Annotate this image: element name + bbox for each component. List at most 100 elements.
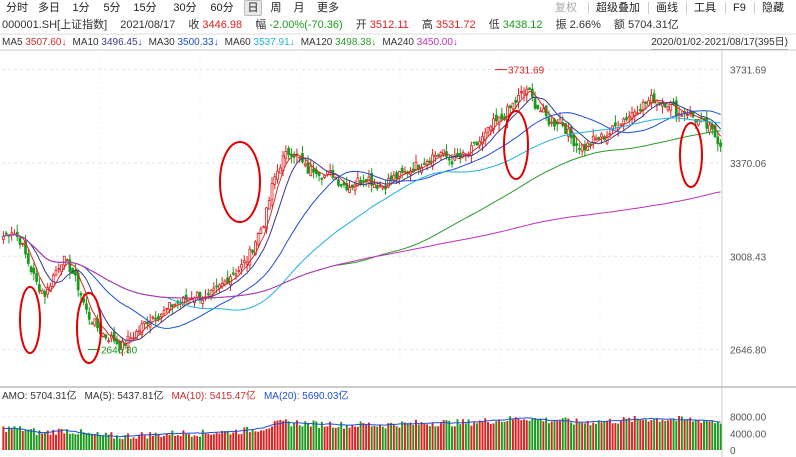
- volume-bar: [121, 439, 124, 450]
- annotation-ellipse-3: [503, 110, 529, 180]
- annotation-ellipse-0: [19, 286, 41, 354]
- toolbar-button-5[interactable]: 隐藏: [762, 2, 784, 14]
- volume-bar: [547, 423, 550, 450]
- period-tab-10[interactable]: 更多: [317, 2, 339, 14]
- volume-bar: [689, 417, 692, 450]
- volume-bar: [550, 421, 553, 450]
- volume-bar: [232, 432, 235, 450]
- toolbar-button-1[interactable]: 超级叠加: [596, 2, 640, 14]
- ma10-line: [3, 96, 721, 342]
- candle-body: [18, 237, 22, 245]
- volume-bar: [96, 432, 99, 450]
- volume-bar: [237, 434, 240, 450]
- volume-bar: [686, 419, 689, 450]
- volume-bar: [273, 421, 276, 450]
- volume-bar: [135, 438, 138, 450]
- volume-bar: [154, 432, 157, 450]
- candle-body: [245, 261, 249, 265]
- high-label: 高: [421, 19, 433, 31]
- toolbar-separator: [725, 2, 726, 14]
- volume-bar: [282, 420, 285, 450]
- candle-body: [137, 330, 141, 333]
- toolbar-button-2[interactable]: 画线: [656, 2, 678, 14]
- candle-body: [456, 152, 459, 157]
- volume-bar: [354, 426, 357, 450]
- vol-ma-line: [3, 417, 721, 438]
- volume-bar: [251, 429, 254, 450]
- ma240-line: [3, 191, 721, 299]
- volume-bar: [473, 422, 476, 450]
- volume-bar: [229, 434, 232, 450]
- candle-body: [533, 98, 537, 109]
- volume-bar: [301, 426, 304, 450]
- toolbar-button-3[interactable]: 工具: [694, 2, 716, 14]
- volume-bar: [27, 429, 30, 450]
- volume-bar: [578, 422, 581, 450]
- period-tab-2[interactable]: 1分: [72, 2, 90, 14]
- toolbar-button-4[interactable]: F9: [733, 2, 746, 14]
- volume-bar: [475, 423, 478, 450]
- volume-bar: [218, 433, 221, 450]
- ma-value-3: 3537.91↓: [253, 37, 295, 48]
- period-tab-9[interactable]: 月: [293, 2, 305, 14]
- candle-body: [254, 241, 257, 255]
- candle-body: [475, 142, 479, 146]
- period-tab-0[interactable]: 分时: [6, 2, 28, 14]
- period-tab-1[interactable]: 多日: [38, 2, 60, 14]
- candle-body: [472, 141, 476, 144]
- volume-bar: [373, 425, 376, 450]
- volume-bar: [351, 425, 354, 450]
- volume-bar: [248, 432, 251, 450]
- volume-bar: [176, 435, 179, 450]
- volume-bar: [21, 431, 24, 450]
- volume-bar: [705, 420, 708, 450]
- volume-bar: [246, 426, 249, 450]
- volume-bar: [691, 421, 694, 450]
- candle-body: [666, 106, 670, 111]
- volume-bar: [201, 429, 204, 450]
- volume-bar: [622, 417, 625, 450]
- period-tab-4[interactable]: 15分: [133, 2, 157, 14]
- candle-body: [591, 135, 595, 144]
- volume-bar: [390, 422, 393, 450]
- candle-body: [478, 141, 482, 146]
- candle-body: [470, 145, 473, 156]
- period-tab-8[interactable]: 周: [270, 2, 282, 14]
- candle-body: [206, 293, 210, 296]
- period-tab-3[interactable]: 5分: [103, 2, 121, 14]
- candle-body: [259, 228, 263, 234]
- candle-body: [638, 109, 642, 112]
- volume-bar: [115, 435, 118, 450]
- volume-bar: [38, 430, 41, 450]
- volume-bar: [514, 417, 517, 450]
- volume-bar: [140, 432, 143, 450]
- vol-value-1: 5437.81亿: [117, 391, 164, 402]
- volume-bar: [157, 433, 160, 450]
- candle-body: [492, 118, 495, 131]
- period-tab-6[interactable]: 60分: [210, 2, 234, 14]
- volume-bar: [345, 424, 348, 450]
- candle-body: [633, 111, 637, 116]
- toolbar-button-0[interactable]: 复权: [555, 2, 577, 14]
- period-tab-5[interactable]: 30分: [173, 2, 197, 14]
- volume-bar: [60, 428, 63, 450]
- candle-body: [240, 264, 243, 269]
- candle-body: [242, 260, 246, 264]
- candle-body: [373, 184, 376, 189]
- candle-body: [184, 294, 188, 300]
- candle-body: [154, 317, 158, 320]
- candle-body: [517, 95, 520, 103]
- volume-bar: [694, 419, 697, 450]
- candle-body: [525, 88, 529, 96]
- candle-body: [132, 337, 135, 340]
- volume-bar: [448, 420, 451, 450]
- candle-body: [29, 266, 33, 273]
- toolbar-separator: [686, 2, 687, 14]
- volume-bar: [445, 420, 448, 450]
- candle-body: [547, 117, 551, 125]
- volume-bar: [99, 435, 102, 450]
- period-tab-7[interactable]: 日: [244, 0, 262, 16]
- candle-body: [395, 172, 398, 179]
- candle-body: [500, 113, 504, 120]
